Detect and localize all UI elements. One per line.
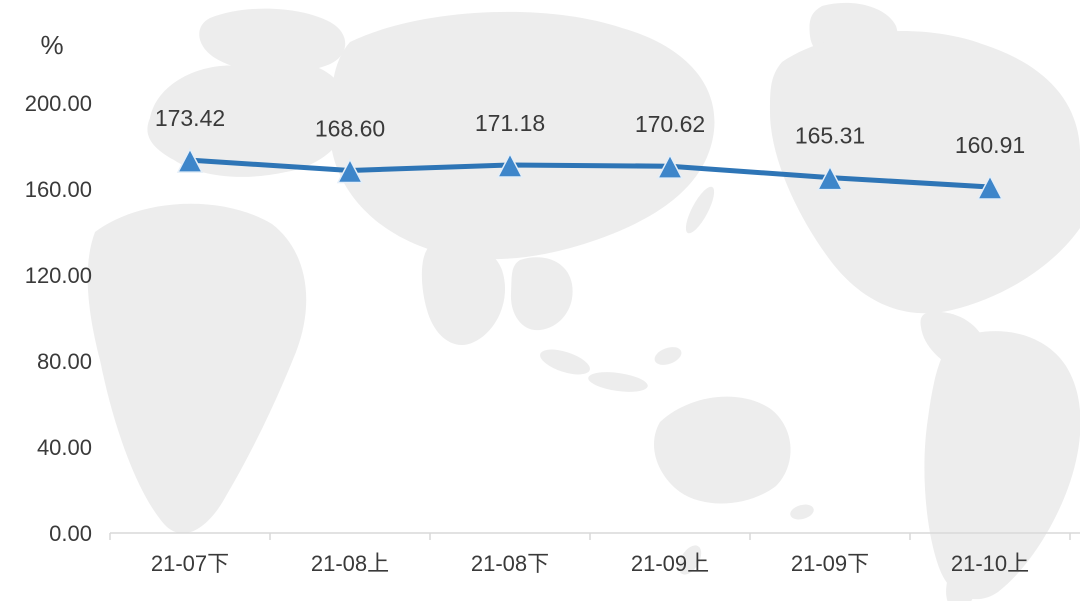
data-point-marker xyxy=(656,153,684,179)
x-category-label: 21-08上 xyxy=(311,551,389,576)
data-label: 173.42 xyxy=(155,105,225,131)
y-tick-label: 120.00 xyxy=(25,263,92,288)
y-tick-label: 200.00 xyxy=(25,91,92,116)
x-category-label: 21-09上 xyxy=(631,551,709,576)
data-label: 165.31 xyxy=(795,123,865,149)
x-category-label: 21-08下 xyxy=(471,551,549,576)
data-point-marker xyxy=(976,174,1004,200)
x-category-label: 21-10上 xyxy=(951,551,1029,576)
y-tick-label: 160.00 xyxy=(25,177,92,202)
y-axis-unit-label: % xyxy=(40,30,63,60)
data-label: 171.18 xyxy=(475,110,545,136)
data-label: 168.60 xyxy=(315,116,385,142)
data-point-marker xyxy=(496,152,524,178)
y-tick-label: 40.00 xyxy=(37,435,92,460)
series-line xyxy=(187,157,993,190)
data-point-marker xyxy=(816,164,844,191)
x-category-label: 21-09下 xyxy=(791,551,869,576)
data-label: 170.62 xyxy=(635,111,705,137)
x-category-label: 21-07下 xyxy=(151,551,229,576)
y-tick-label: 0.00 xyxy=(49,521,92,546)
data-label: 160.91 xyxy=(955,132,1025,158)
data-point-marker xyxy=(336,157,364,184)
y-tick-label: 80.00 xyxy=(37,349,92,374)
data-point-marker xyxy=(176,147,204,173)
